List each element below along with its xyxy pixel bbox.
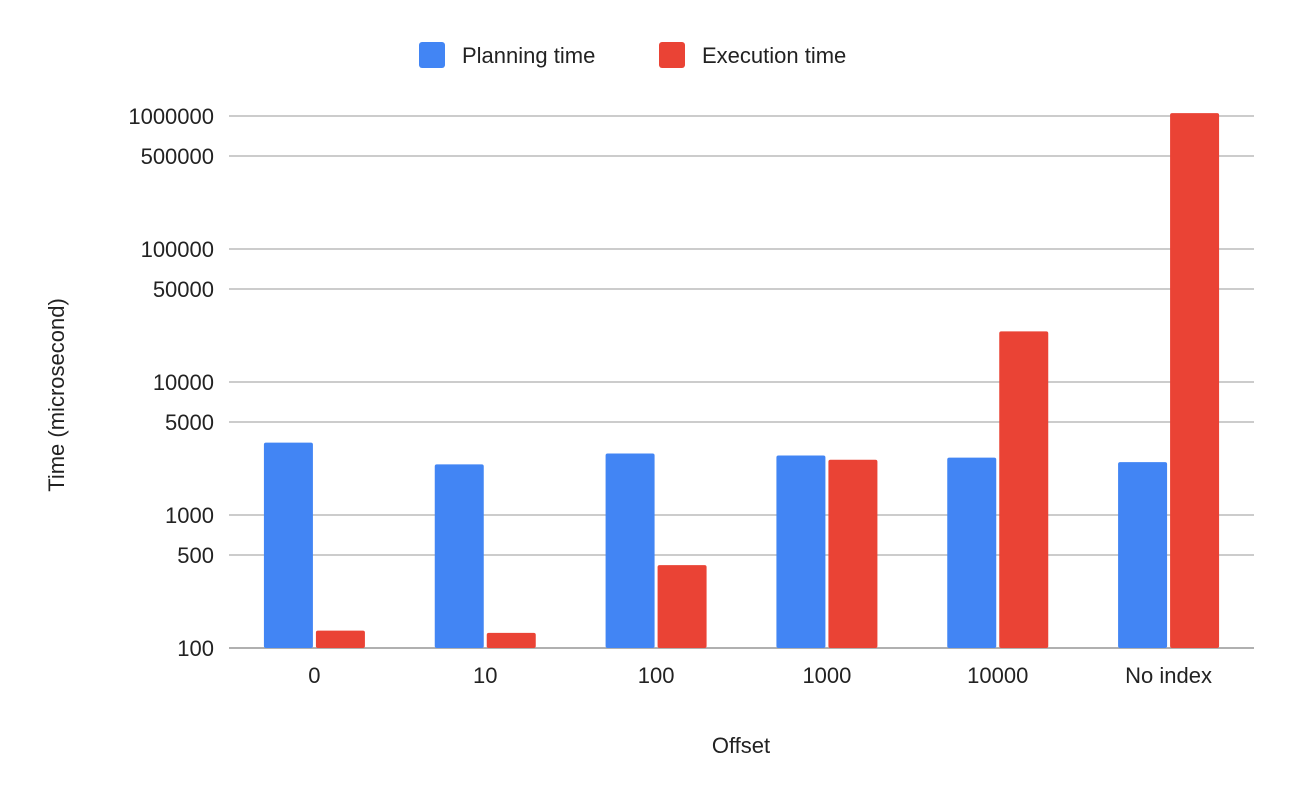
- y-tick-label: 100000: [141, 237, 214, 262]
- y-tick-label: 500000: [141, 144, 214, 169]
- bar-execution-time: [828, 459, 878, 648]
- legend-swatch-planning-time: [419, 42, 445, 68]
- legend-label-planning-time: Planning time: [462, 43, 595, 68]
- x-axis-title: Offset: [712, 733, 770, 758]
- bar-execution-time: [999, 331, 1049, 648]
- bar-planning-time: [434, 464, 484, 648]
- legend-swatch-execution-time: [659, 42, 685, 68]
- bar-execution-time: [657, 565, 707, 648]
- x-tick-label: 10: [473, 663, 497, 688]
- x-tick-label: No index: [1125, 663, 1212, 688]
- x-tick-label: 1000: [802, 663, 851, 688]
- bars: [263, 113, 1220, 648]
- y-tick-label: 500: [177, 543, 214, 568]
- bar-planning-time: [605, 453, 655, 648]
- y-tick-label: 1000: [165, 503, 214, 528]
- y-tick-label: 100: [177, 636, 214, 661]
- y-tick-label: 10000: [153, 370, 214, 395]
- y-tick-label: 5000: [165, 410, 214, 435]
- y-tick-label: 1000000: [128, 104, 214, 129]
- bar-execution-time: [1170, 113, 1220, 648]
- legend: Planning time Execution time: [419, 42, 846, 68]
- bar-planning-time: [1118, 462, 1168, 648]
- y-axis-ticks: 100 500 1000 5000 10000 50000 100000 500000 1000…: [128, 104, 214, 661]
- x-tick-label: 100: [638, 663, 675, 688]
- x-tick-label: 0: [308, 663, 320, 688]
- bar-planning-time: [947, 457, 997, 648]
- x-tick-label: 10000: [967, 663, 1028, 688]
- bar-planning-time: [263, 442, 313, 648]
- y-axis-title: Time (microsecond): [44, 298, 69, 492]
- legend-label-execution-time: Execution time: [702, 43, 846, 68]
- bar-planning-time: [776, 455, 826, 648]
- bar-execution-time: [315, 630, 365, 648]
- bar-execution-time: [486, 632, 536, 648]
- x-axis-ticks: 0 10 100 1000 10000 No index: [308, 663, 1212, 688]
- y-tick-label: 50000: [153, 277, 214, 302]
- gridlines: [229, 115, 1254, 649]
